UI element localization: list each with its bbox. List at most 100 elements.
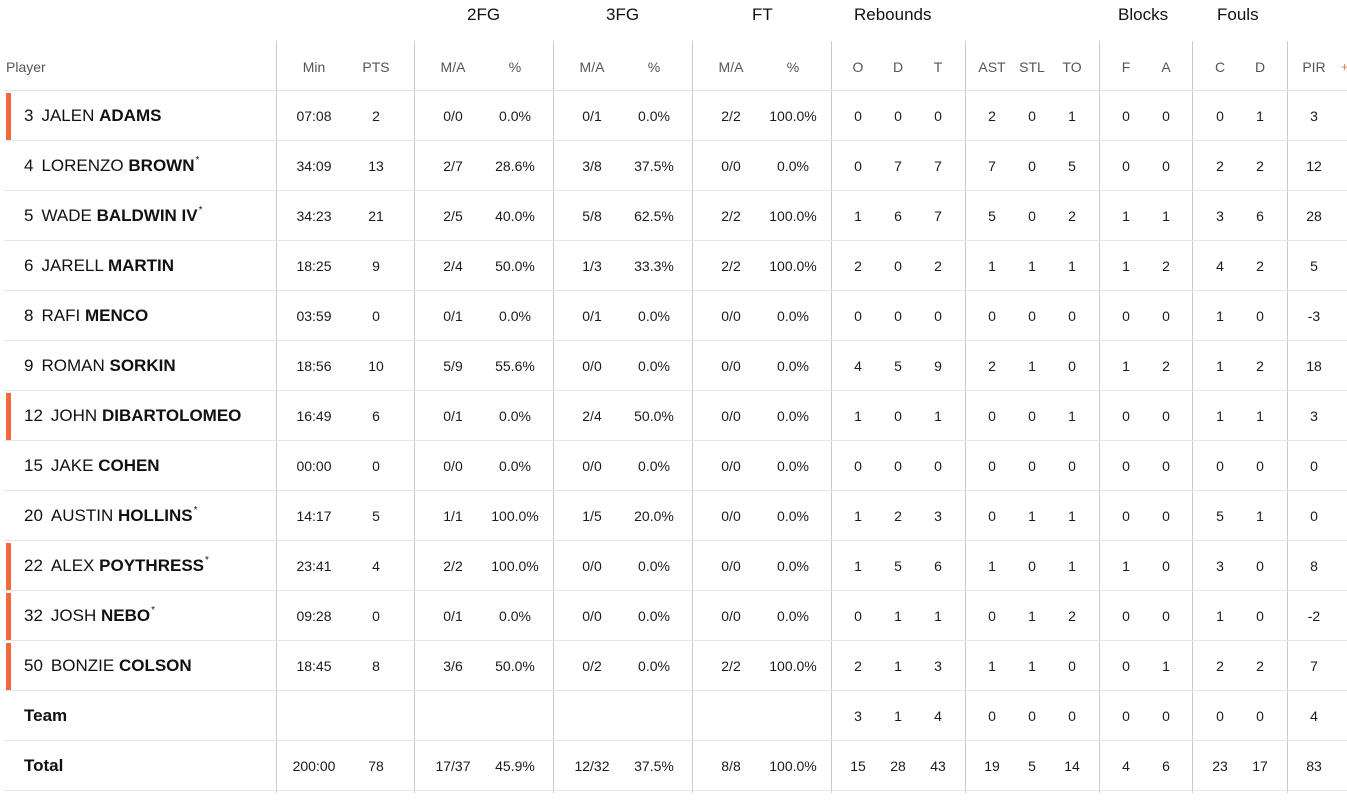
column-header-threefg-pct[interactable]: %: [647, 59, 661, 75]
player-name[interactable]: 3 JALEN ADAMS: [24, 91, 274, 141]
row-divider: [4, 440, 1347, 441]
stat-threefg-ma: 1/5: [582, 508, 602, 524]
player-name[interactable]: 32 JOSH NEBO*: [24, 591, 274, 641]
stat-twofg-pct: 100.0%: [491, 508, 539, 524]
player-row[interactable]: 22 ALEX POYTHRESS* 23:41 4 2/2 100.0% 0/0 0.0% 0…: [0, 541, 1347, 591]
stat-reb-d: 5: [894, 558, 902, 574]
player-row[interactable]: 9 ROMAN SORKIN 18:56 10 5/9 55.6% 0/0 0.0% 0/0 0.…: [0, 341, 1347, 391]
stat-reb-t: 43: [930, 758, 946, 774]
expand-more-icon[interactable]: +: [1341, 60, 1347, 74]
column-header-blk-a[interactable]: A: [1161, 59, 1171, 75]
column-header-ast[interactable]: AST: [978, 59, 1006, 75]
stat-blk-f: 0: [1122, 608, 1130, 624]
column-divider: [553, 41, 554, 793]
column-header-ft-ma[interactable]: M/A: [718, 59, 744, 75]
stat-foul-d: 2: [1256, 358, 1264, 374]
stat-twofg-pct: 0.0%: [499, 608, 531, 624]
stat-threefg-pct: 0.0%: [638, 358, 670, 374]
player-name[interactable]: 4 LORENZO BROWN*: [24, 141, 274, 191]
player-row[interactable]: 50 BONZIE COLSON 18:45 8 3/6 50.0% 0/2 0.0% 2/2 1…: [0, 641, 1347, 691]
player-row[interactable]: 15 JAKE COHEN 00:00 0 0/0 0.0% 0/0 0.0% 0/0 0.0% 0…: [0, 441, 1347, 491]
stat-blk-a: 0: [1162, 458, 1170, 474]
stat-min: 18:56: [296, 358, 332, 374]
player-row[interactable]: 8 RAFI MENCO 03:59 0 0/1 0.0% 0/1 0.0% 0/0 0.0% 0 0…: [0, 291, 1347, 341]
stat-to: 1: [1068, 108, 1076, 124]
stat-ast: 1: [988, 658, 996, 674]
stat-threefg-pct: 0.0%: [638, 458, 670, 474]
player-last-name: BALDWIN IV: [96, 206, 198, 225]
column-header-to[interactable]: TO: [1062, 59, 1082, 75]
stat-stl: 1: [1028, 358, 1036, 374]
player-row[interactable]: 32 JOSH NEBO* 09:28 0 0/1 0.0% 0/0 0.0% 0/0 0.0% 0…: [0, 591, 1347, 641]
column-header-ft-pct[interactable]: %: [786, 59, 800, 75]
stat-reb-o: 1: [854, 208, 862, 224]
player-last-name: NEBO: [101, 606, 151, 625]
row-highlight-marker: [6, 643, 11, 691]
stat-blk-a: 0: [1162, 308, 1170, 324]
stat-stl: 0: [1028, 558, 1036, 574]
column-header-stl[interactable]: STL: [1019, 59, 1045, 75]
stat-reb-d: 6: [894, 208, 902, 224]
player-name[interactable]: 22 ALEX POYTHRESS*: [24, 541, 274, 591]
column-header-min[interactable]: Min: [302, 59, 326, 75]
stat-twofg-ma: 0/0: [443, 458, 463, 474]
stat-pts: 6: [372, 408, 380, 424]
team-row-label: Team: [24, 706, 68, 725]
stat-pir: -2: [1307, 608, 1321, 624]
stat-foul-d: 0: [1256, 308, 1264, 324]
row-divider: [4, 290, 1347, 291]
column-header-player[interactable]: Player: [6, 59, 46, 75]
player-row[interactable]: 4 LORENZO BROWN* 34:09 13 2/7 28.6% 3/8 37.5% 0/…: [0, 141, 1347, 191]
player-row[interactable]: 20 AUSTIN HOLLINS* 14:17 5 1/1 100.0% 1/5 20.0%…: [0, 491, 1347, 541]
column-header-twofg-ma[interactable]: M/A: [440, 59, 466, 75]
row-divider: [4, 590, 1347, 591]
player-name[interactable]: 50 BONZIE COLSON: [24, 641, 274, 691]
player-name[interactable]: 15 JAKE COHEN: [24, 441, 274, 491]
player-name[interactable]: 20 AUSTIN HOLLINS*: [24, 491, 274, 541]
player-number: 22: [24, 556, 43, 575]
stat-twofg-pct: [485, 691, 545, 741]
stat-blk-a: 0: [1162, 608, 1170, 624]
column-header-pir[interactable]: PIR: [1302, 59, 1326, 75]
stat-min: 09:28: [296, 608, 332, 624]
player-name[interactable]: 5 WADE BALDWIN IV*: [24, 191, 274, 241]
player-name[interactable]: 8 RAFI MENCO: [24, 291, 274, 341]
stat-foul-c: 4: [1216, 258, 1224, 274]
stat-twofg-ma: 0/1: [443, 308, 463, 324]
player-row[interactable]: 6 JARELL MARTIN 18:25 9 2/4 50.0% 1/3 33.3% 2/2 1…: [0, 241, 1347, 291]
stat-threefg-ma: 0/1: [582, 308, 602, 324]
column-header-pts[interactable]: PTS: [362, 59, 390, 75]
column-header-twofg-pct[interactable]: %: [508, 59, 522, 75]
stat-ft-ma: 2/2: [721, 208, 741, 224]
player-number: 50: [24, 656, 43, 675]
team-row: Team 3 1 4 0 0 0 0 0 0 0 4: [0, 691, 1347, 741]
column-header-reb-t[interactable]: T: [933, 59, 943, 75]
stat-min: 34:09: [296, 158, 332, 174]
player-name[interactable]: 12 JOHN DIBARTOLOMEO: [24, 391, 274, 441]
stat-reb-t: 1: [934, 608, 942, 624]
stat-blk-f: 1: [1122, 258, 1130, 274]
group-header-blocks: Blocks: [1118, 5, 1169, 24]
player-name[interactable]: 9 ROMAN SORKIN: [24, 341, 274, 391]
player-name[interactable]: 6 JARELL MARTIN: [24, 241, 274, 291]
column-divider: [965, 41, 966, 793]
player-row[interactable]: 5 WADE BALDWIN IV* 34:23 21 2/5 40.0% 5/8 62.5%…: [0, 191, 1347, 241]
column-header-foul-c[interactable]: C: [1214, 59, 1226, 75]
player-row[interactable]: 3 JALEN ADAMS 07:08 2 0/0 0.0% 0/1 0.0% 2/2 100.0…: [0, 91, 1347, 141]
stat-min: 23:41: [296, 558, 332, 574]
column-header-foul-d[interactable]: D: [1254, 59, 1266, 75]
stat-pts: 4: [372, 558, 380, 574]
stat-foul-d: 1: [1256, 408, 1264, 424]
row-divider: [4, 340, 1347, 341]
group-header-3fg: 3FG: [606, 5, 640, 24]
column-header-threefg-ma[interactable]: M/A: [579, 59, 605, 75]
player-last-name: POYTHRESS: [99, 556, 204, 575]
player-number: 6: [24, 256, 34, 275]
stat-threefg-ma: 5/8: [582, 208, 602, 224]
column-header-reb-d[interactable]: D: [892, 59, 904, 75]
column-header-reb-o[interactable]: O: [852, 59, 864, 75]
column-header-blk-f[interactable]: F: [1121, 59, 1131, 75]
player-last-name: COLSON: [118, 656, 192, 675]
player-row[interactable]: 12 JOHN DIBARTOLOMEO 16:49 6 0/1 0.0% 2/4 50.0%…: [0, 391, 1347, 441]
stat-foul-d: 17: [1252, 758, 1268, 774]
